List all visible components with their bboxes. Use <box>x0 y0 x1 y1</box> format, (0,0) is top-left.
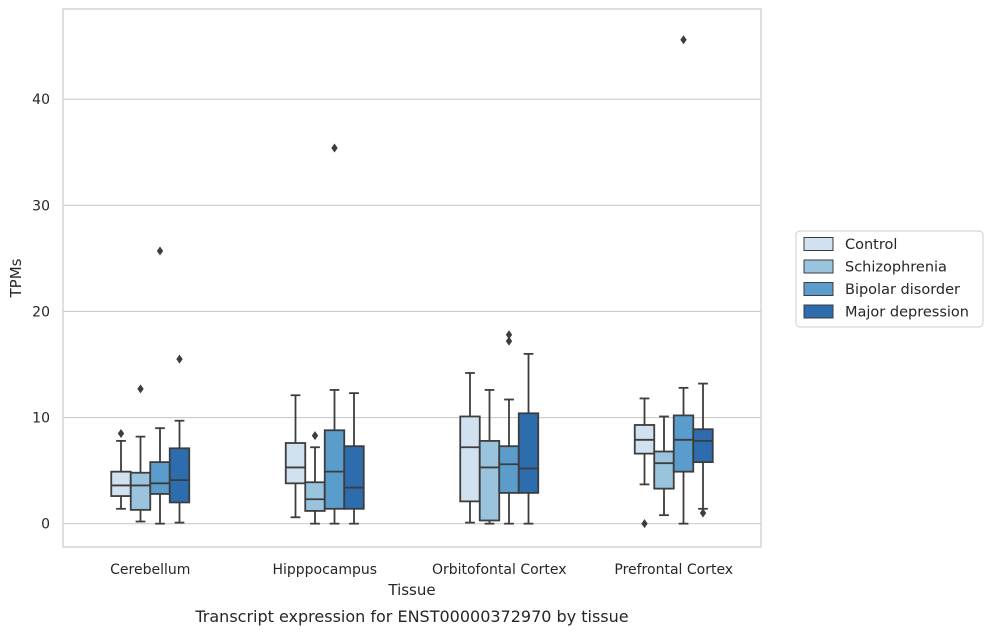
legend-entry: Control <box>803 237 897 253</box>
legend-frame <box>795 230 984 328</box>
outlier-marker <box>117 428 125 438</box>
box <box>110 428 132 510</box>
outlier-marker <box>137 384 144 394</box>
box-iqr <box>323 429 346 510</box>
chart-caption: Transcript expression for ENST0000037297… <box>194 607 628 626</box>
y-tick-label: 20 <box>32 304 50 320</box>
box <box>284 394 307 519</box>
outlier-marker <box>680 35 687 45</box>
series-schizophrenia <box>129 384 675 525</box>
box-iqr <box>149 461 171 495</box>
x-tick-label: Cerebellum <box>110 562 190 578</box>
box-iqr <box>110 470 132 497</box>
legend-entry: Major depression <box>803 304 969 321</box>
outlier-marker <box>176 354 183 364</box>
box <box>149 246 171 525</box>
plot-frame <box>62 8 762 548</box>
x-tick-label: Hipppocampus <box>272 562 377 578</box>
legend-swatch <box>803 259 834 274</box>
x-axis-title: Tissue <box>387 581 435 599</box>
outlier-marker <box>156 246 164 256</box>
x-tick-label: Orbitofontal Cortex <box>432 562 567 578</box>
box-iqr <box>129 471 152 511</box>
box-iqr <box>168 447 191 504</box>
box-series-layer <box>110 35 714 529</box>
box <box>168 354 191 524</box>
y-axis-title: TPMs <box>7 258 25 298</box>
legend-swatch <box>803 304 834 319</box>
box <box>343 392 365 525</box>
legend-swatch <box>803 237 834 251</box>
box-iqr <box>304 481 326 512</box>
box-iqr <box>284 442 307 485</box>
x-tick-labels: Cerebellum Hipppocampus Orbitofontal Corte… <box>110 562 733 578</box>
legend-entry: Bipolar disorder <box>803 282 960 298</box>
y-tick-label: 30 <box>32 198 50 214</box>
box <box>478 389 501 525</box>
box <box>304 431 326 525</box>
box-iqr <box>478 439 501 522</box>
legend-swatch <box>803 282 834 296</box>
outlier-marker <box>505 336 513 346</box>
series-control <box>110 372 656 529</box>
box <box>653 415 675 517</box>
legend: Control Schizophrenia Bipolar disorder Majo… <box>795 230 984 328</box>
legend-label: Major depression <box>845 305 969 321</box>
box <box>633 397 656 529</box>
outlier-marker <box>311 431 319 441</box>
box-iqr <box>692 428 714 464</box>
outlier-marker <box>505 330 513 340</box>
outlier-marker <box>699 508 707 518</box>
box-iqr <box>517 412 540 494</box>
x-tick-label: Prefrontal Cortex <box>614 562 733 578</box>
box <box>692 382 714 518</box>
legend-entry: Schizophrenia <box>803 259 947 276</box>
legend-label: Schizophrenia <box>845 260 947 276</box>
series-major-depression <box>168 352 714 525</box>
box <box>129 384 152 523</box>
legend-label: Control <box>845 237 897 253</box>
legend-entries: Control Schizophrenia Bipolar disorder Majo… <box>803 237 969 321</box>
box-iqr <box>498 445 520 494</box>
y-tick-labels: 0 10 20 30 40 <box>32 92 50 532</box>
box-iqr <box>672 414 695 473</box>
y-tick-label: 40 <box>32 92 50 108</box>
y-tick-label: 0 <box>41 517 50 533</box>
box-iqr <box>653 450 675 490</box>
box-iqr <box>343 445 365 510</box>
outlier-marker <box>641 519 648 529</box>
outlier-marker <box>331 143 338 153</box>
y-tick-label: 10 <box>32 411 50 427</box>
legend-label: Bipolar disorder <box>845 282 960 298</box>
box <box>517 352 540 525</box>
box-iqr <box>459 415 481 503</box>
